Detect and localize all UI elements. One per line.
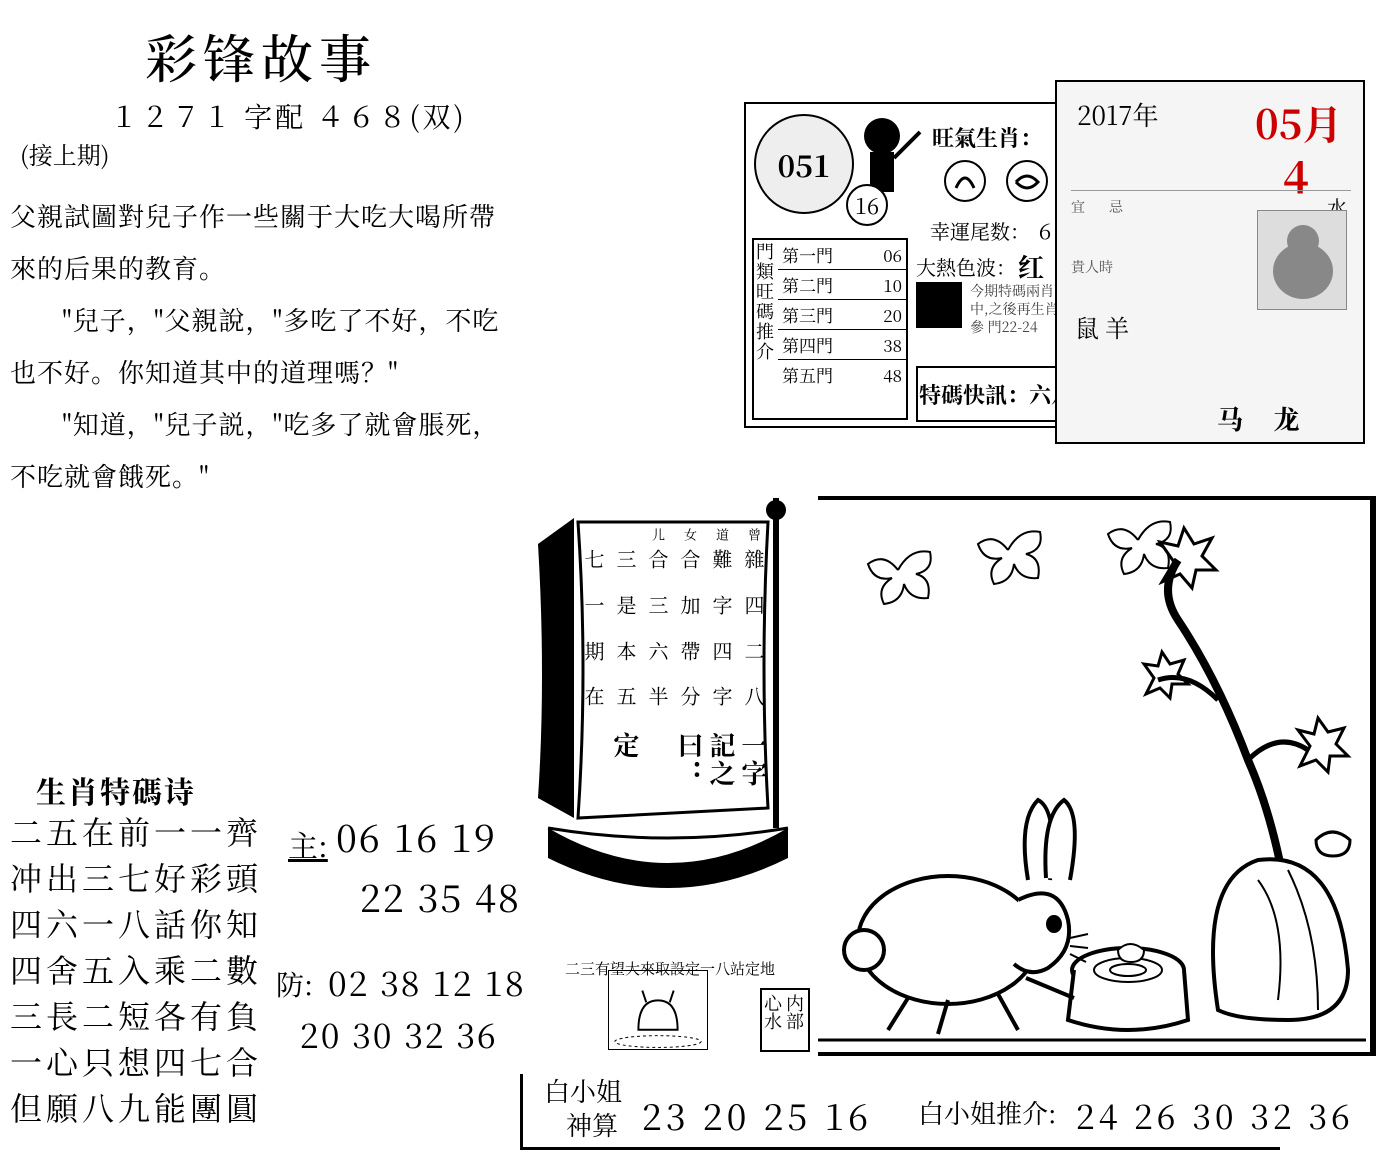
main-line2: 22 35 48 bbox=[360, 866, 521, 926]
zodiac-label: 旺氣生肖： bbox=[932, 122, 1042, 153]
calendar-bottom: 马 龙 bbox=[1217, 400, 1312, 437]
color-label: 大熱色波： bbox=[916, 252, 1016, 281]
sail-line: 八字分半五在后 bbox=[590, 686, 770, 726]
calendar-box: 2017年 05月 4 水 宜 忌 貴人時 鼠 羊 马 龙 bbox=[1055, 80, 1365, 444]
poem-title: 生肖特碼诗 bbox=[36, 768, 196, 812]
rabbit-illustration bbox=[818, 496, 1376, 1056]
calendar-year: 2017年 bbox=[1077, 96, 1159, 133]
bxj-label: 白小姐 神算 bbox=[544, 1074, 622, 1142]
poem-line: 四六一八話你知 bbox=[10, 900, 262, 946]
page-title: 彩锋故事 bbox=[145, 18, 377, 93]
poem-line: 四舍五入乘二數 bbox=[10, 946, 262, 992]
badge-number: 16 bbox=[846, 184, 888, 226]
story-p3: "知道，"兒子説，"吃多了就會脹死，不吃就會餓死。" bbox=[10, 398, 500, 502]
defense-numbers: 02 38 12 18 20 30 32 36 bbox=[328, 956, 526, 1060]
flash-label: 特碼快訊： bbox=[919, 379, 1029, 410]
poem-line: 二五在前一一齊 bbox=[10, 808, 262, 854]
main-line1: 06 16 19 bbox=[336, 806, 521, 866]
poem-line: 冲出三七好彩頭 bbox=[10, 854, 262, 900]
main-numbers: 06 16 19 22 35 48 bbox=[336, 806, 521, 926]
poem-line: 但願八九能團圓 bbox=[10, 1084, 262, 1130]
bxj-label-top: 白小姐 bbox=[544, 1074, 622, 1108]
defense-line1: 02 38 12 18 bbox=[328, 956, 526, 1008]
main-label: 主 bbox=[288, 822, 328, 866]
door-row: 第二門10 bbox=[778, 270, 906, 300]
door-row: 第五門48 bbox=[778, 360, 906, 389]
door-side-label: 門類旺碼推介 bbox=[756, 242, 776, 362]
door-row: 第四門38 bbox=[778, 330, 906, 360]
cal-note: 宜 bbox=[1071, 197, 1085, 217]
issue-stamp: 051 bbox=[754, 114, 854, 214]
story-p1: 父親試圖對兒子作一些關于大吃大喝所帶來的后果的教育。 bbox=[10, 190, 500, 294]
calendar-animal-icon bbox=[1257, 210, 1347, 310]
story-block: 父親試圖對兒子作一些關于大吃大喝所帶來的后果的教育。 "兒子，"父親說，"多吃了… bbox=[10, 190, 500, 502]
sail-line: 二四帶六本期定 bbox=[590, 641, 770, 681]
defense-label: 防 bbox=[276, 964, 313, 1004]
sail-line: 雜難合合三七間 bbox=[590, 549, 770, 589]
poem-body: 二五在前一一齊 冲出三七好彩頭 四六一八話你知 四舍五入乘二數 三長二短各有負 … bbox=[10, 808, 262, 1130]
sail-text: 一字記之曰： 定 八字分半五在后 二四帶六本期定 四字加三是一十 雜難合合三七間… bbox=[590, 528, 770, 788]
dark-swatch bbox=[916, 282, 962, 328]
ship-panel: 一字記之曰： 定 八字分半五在后 二四帶六本期定 四字加三是一十 雜難合合三七間… bbox=[528, 498, 808, 958]
bxj-numbers: 23 20 25 16 bbox=[642, 1090, 872, 1141]
subtitle: １２７１ 字配 ４６８(双) bbox=[110, 96, 467, 136]
tail-label: 幸運尾数： bbox=[930, 216, 1030, 245]
sail-big-char: 定 bbox=[610, 732, 642, 788]
defense-line2: 20 30 32 36 bbox=[300, 1008, 526, 1060]
cal-note: 忌 bbox=[1109, 197, 1123, 217]
poem-line: 一心只想四七合 bbox=[10, 1038, 262, 1084]
bxj-rec-label: 白小姐推介: bbox=[918, 1094, 1057, 1131]
door-row: 第一門06 bbox=[778, 240, 906, 270]
calendar-side-chars: 鼠 羊 bbox=[1075, 312, 1129, 342]
poem-line: 三長二短各有負 bbox=[10, 992, 262, 1038]
inner-tip-box: 内部心水 bbox=[760, 988, 810, 1052]
sail-line: 四字加三是一十 bbox=[590, 595, 770, 635]
bxj-label-bottom: 神算 bbox=[566, 1108, 622, 1142]
sail-author: 曾道女儿 bbox=[590, 528, 770, 543]
cat-icon bbox=[608, 970, 708, 1050]
bxj-rec-numbers: 24 26 30 32 36 bbox=[1076, 1090, 1354, 1139]
door-table: 門類旺碼推介 第一門06 第二門10 第三門20 第四門38 第五門48 bbox=[752, 238, 908, 420]
continued-label: (接上期) bbox=[20, 136, 109, 171]
sail-title: 一字記之曰： bbox=[674, 732, 770, 788]
door-row: 第三門20 bbox=[778, 300, 906, 330]
story-p2: "兒子，"父親說，"多吃了不好，不吃也不好。你知道其中的道理嗎？" bbox=[10, 294, 500, 398]
tail-number: 幸運尾数： ６２ bbox=[930, 216, 1075, 245]
